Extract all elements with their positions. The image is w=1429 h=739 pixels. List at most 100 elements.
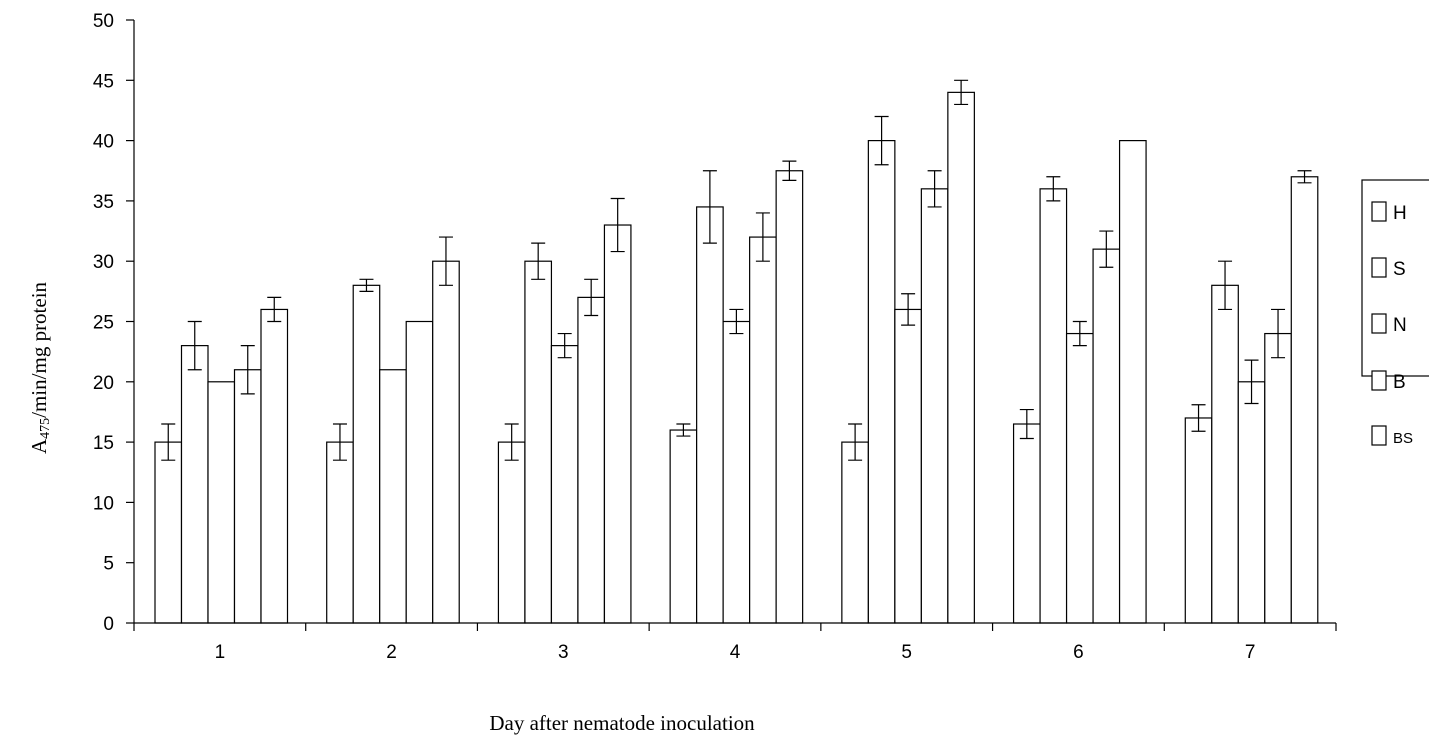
error-bar-h-day-3 <box>504 423 519 461</box>
error-bar-s-day-5 <box>874 115 889 166</box>
bar-bs-day-2 <box>432 260 460 624</box>
error-bar-s-day-2 <box>359 278 374 292</box>
bar-bs-day-7 <box>1290 176 1319 624</box>
y-tick-label-0: 0 <box>103 614 114 635</box>
y-axis-title-rest: /min/mg protein <box>27 281 51 417</box>
y-axis-title-subscript: 475 <box>38 418 53 439</box>
error-bar-bs-day-7 <box>1297 170 1312 184</box>
legend-swatch-s <box>1371 257 1387 278</box>
y-tick-label-45: 45 <box>93 71 114 92</box>
error-bar-s-day-1 <box>187 320 202 371</box>
legend-swatch-n <box>1371 313 1387 334</box>
error-bar-b-day-6 <box>1099 230 1114 268</box>
bar-n-day-3 <box>550 345 579 624</box>
y-tick-label-20: 20 <box>93 373 114 394</box>
error-bar-n-day-4 <box>729 308 744 335</box>
error-bar-h-day-6 <box>1019 408 1034 440</box>
bar-h-day-6 <box>1012 423 1041 624</box>
legend-swatch-b <box>1371 370 1387 391</box>
legend-label-n: N <box>1393 315 1407 336</box>
bar-s-day-7 <box>1211 284 1239 624</box>
error-bar-s-day-3 <box>531 242 546 280</box>
bar-bs-day-6 <box>1118 140 1147 624</box>
legend-swatch-bs <box>1371 425 1387 446</box>
y-tick-label-35: 35 <box>93 192 114 213</box>
x-tick-label-6: 6 <box>1073 642 1084 663</box>
error-bars-layer <box>161 79 1312 461</box>
error-bar-h-day-1 <box>161 423 176 461</box>
bar-s-day-6 <box>1039 188 1068 624</box>
x-axis-title: Day after nematode inoculation <box>489 711 755 735</box>
error-bar-s-day-7 <box>1218 260 1233 311</box>
legend: H S N B BS <box>1361 179 1429 447</box>
x-tick-label-2: 2 <box>386 642 397 663</box>
bar-b-day-3 <box>577 296 606 624</box>
bar-n-day-4 <box>722 320 751 624</box>
bars-layer <box>154 91 1319 624</box>
y-tick-label-50: 50 <box>93 11 114 32</box>
y-axis-title-main: A <box>27 438 51 454</box>
x-tick-label-5: 5 <box>901 642 912 663</box>
bar-s-day-2 <box>352 284 381 624</box>
legend-label-h: H <box>1393 203 1407 224</box>
legend-swatch-h <box>1371 201 1387 222</box>
bar-b-day-2 <box>405 320 434 624</box>
error-bar-b-day-3 <box>584 278 599 317</box>
bar-b-day-6 <box>1092 248 1121 624</box>
bar-bs-day-4 <box>775 170 804 624</box>
bar-h-day-5 <box>841 441 869 624</box>
x-tick-label-4: 4 <box>730 642 741 663</box>
y-tick-label-40: 40 <box>93 132 114 153</box>
x-tick-label-1: 1 <box>215 642 226 663</box>
y-tick-label-5: 5 <box>103 554 114 575</box>
bar-s-day-5 <box>867 140 896 624</box>
bar-b-day-5 <box>920 188 949 624</box>
y-tick-label-10: 10 <box>93 493 114 514</box>
error-bar-s-day-4 <box>702 170 717 244</box>
y-tick-label-30: 30 <box>93 252 114 273</box>
bar-s-day-1 <box>180 345 209 624</box>
bar-bs-day-1 <box>260 308 289 624</box>
bar-b-day-1 <box>233 369 262 624</box>
error-bar-h-day-7 <box>1191 404 1206 432</box>
bar-h-day-4 <box>669 429 698 624</box>
bar-h-day-2 <box>326 441 354 624</box>
error-bar-bs-day-1 <box>267 296 282 323</box>
legend-label-s: S <box>1393 259 1406 280</box>
bar-b-day-4 <box>749 236 777 624</box>
x-tick-label-7: 7 <box>1245 642 1256 663</box>
bar-h-day-3 <box>497 441 526 624</box>
error-bar-h-day-5 <box>848 423 863 461</box>
error-bar-b-day-7 <box>1271 308 1286 359</box>
error-bar-b-day-4 <box>755 212 770 262</box>
error-bar-bs-day-2 <box>438 236 453 286</box>
bar-b-day-7 <box>1264 332 1292 624</box>
bar-s-day-3 <box>524 260 553 624</box>
axes-layer <box>126 19 1337 631</box>
error-bar-n-day-5 <box>901 293 916 326</box>
x-tick-label-3: 3 <box>558 642 569 663</box>
bar-n-day-7 <box>1237 381 1266 624</box>
error-bar-b-day-5 <box>927 170 942 208</box>
y-axis-title: A475/min/mg protein <box>27 281 53 454</box>
bar-bs-day-3 <box>603 224 632 624</box>
error-bar-h-day-2 <box>332 423 347 461</box>
y-tick-label-25: 25 <box>93 313 114 334</box>
bar-bs-day-5 <box>947 91 975 624</box>
error-bar-bs-day-5 <box>954 79 969 106</box>
error-bar-bs-day-3 <box>610 197 625 253</box>
error-bar-s-day-6 <box>1046 176 1061 202</box>
error-bar-h-day-4 <box>676 423 691 437</box>
legend-label-bs: BS <box>1393 430 1413 447</box>
bar-h-day-1 <box>154 441 183 624</box>
y-tick-label-15: 15 <box>93 433 114 454</box>
error-bar-n-day-6 <box>1072 320 1087 347</box>
bar-h-day-7 <box>1184 417 1213 624</box>
bar-s-day-4 <box>696 206 724 624</box>
bar-n-day-5 <box>894 308 922 624</box>
bar-n-day-2 <box>379 369 407 624</box>
bar-n-day-6 <box>1065 332 1094 624</box>
error-bar-bs-day-4 <box>782 160 797 181</box>
